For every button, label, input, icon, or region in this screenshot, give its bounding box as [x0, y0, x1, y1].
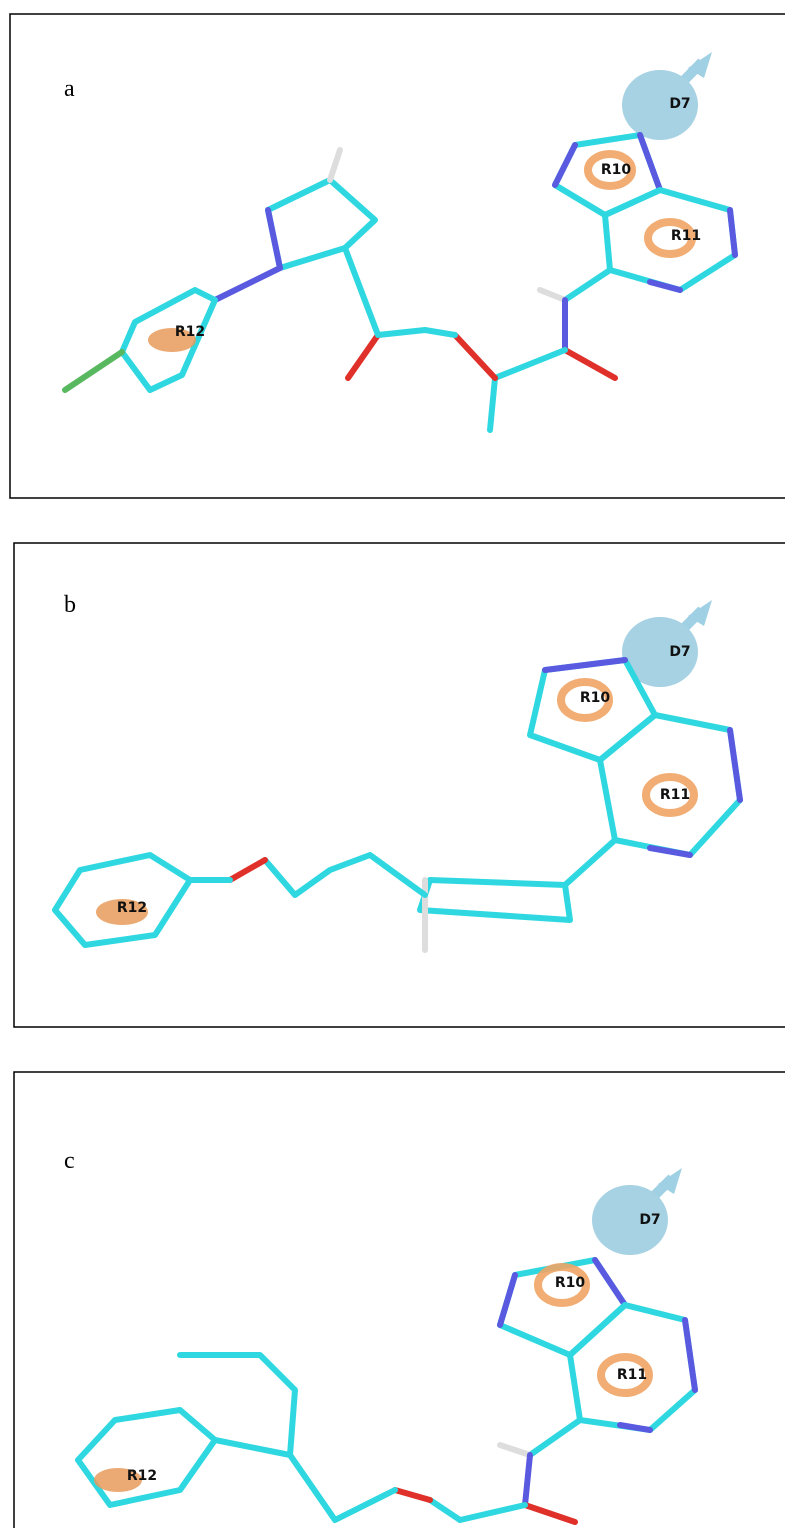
bond	[600, 715, 740, 855]
bond	[490, 350, 565, 430]
bond	[230, 860, 265, 880]
bond	[460, 1505, 525, 1520]
bond	[180, 1355, 295, 1455]
feature-label: D7	[669, 96, 690, 112]
bond	[348, 335, 378, 378]
bond	[565, 840, 615, 885]
bond	[330, 150, 340, 180]
feature-label: R10	[555, 1275, 586, 1291]
feature-label: R12	[117, 900, 147, 916]
bond	[65, 352, 122, 390]
bond	[530, 660, 655, 760]
bond	[650, 848, 690, 855]
bond	[500, 1445, 530, 1455]
bond	[685, 1320, 695, 1390]
bond	[595, 1260, 625, 1305]
feature-label: R12	[175, 324, 205, 340]
feature-label: R11	[660, 787, 690, 803]
bond	[530, 1420, 580, 1455]
feature-label: R10	[580, 690, 611, 706]
bond	[215, 268, 280, 300]
feature-label: D7	[639, 1212, 660, 1228]
bond	[640, 135, 660, 190]
panel-label: b	[64, 592, 76, 618]
bond	[78, 1410, 215, 1505]
bond	[378, 330, 455, 335]
figure: a b c D7 R10 R11 R12 D7 R10 R11 R12 D7 R10 R11 R12	[0, 0, 785, 1528]
bond	[525, 1455, 530, 1505]
bond	[420, 880, 570, 920]
bond	[290, 1455, 395, 1520]
panel-frame	[14, 543, 785, 1027]
bond	[525, 1505, 575, 1522]
bond	[345, 248, 378, 335]
bond	[565, 350, 615, 378]
bond	[650, 282, 680, 290]
bond	[565, 270, 610, 300]
bond	[265, 855, 425, 895]
bond	[268, 210, 280, 268]
panel-frame	[14, 1072, 785, 1528]
bond	[540, 290, 565, 300]
bond	[545, 660, 625, 670]
bond	[268, 180, 375, 268]
feature-label: R10	[601, 162, 632, 178]
bond	[500, 1275, 515, 1325]
bond	[730, 730, 740, 800]
bond	[730, 210, 735, 255]
bond	[430, 1500, 460, 1520]
feature-label: R12	[127, 1468, 157, 1484]
bond	[215, 1440, 290, 1455]
bond	[395, 1490, 430, 1500]
panel-label: a	[64, 76, 75, 102]
panel-label: c	[64, 1148, 75, 1174]
feature-label: D7	[669, 644, 690, 660]
feature-label: R11	[671, 228, 701, 244]
feature-label: R11	[617, 1367, 647, 1383]
bond	[555, 145, 575, 185]
bond	[455, 335, 495, 378]
